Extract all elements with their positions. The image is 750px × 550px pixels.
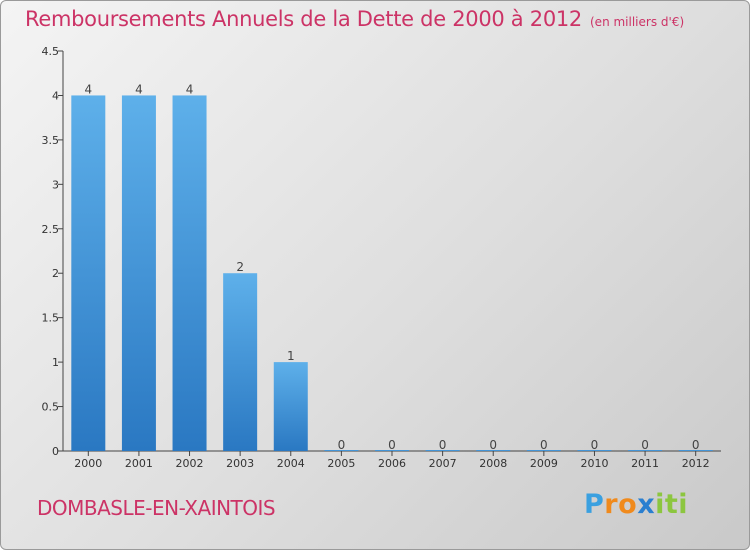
logo-letter: t [664, 489, 679, 520]
y-tick-label: 2.5 [42, 223, 60, 236]
y-tick-label: 4 [52, 89, 59, 102]
bar [121, 95, 156, 451]
y-tick-label: 1 [52, 356, 59, 369]
x-tick-label: 2008 [479, 457, 507, 470]
bar [71, 95, 106, 451]
bar-value-label: 0 [489, 438, 497, 452]
bar-value-label: 2 [236, 260, 244, 274]
y-tick-label: 3 [52, 178, 59, 191]
logo-letter: r [604, 489, 619, 520]
x-tick-label: 2006 [378, 457, 406, 470]
y-tick-label: 0 [52, 445, 59, 458]
x-tick-label: 2010 [580, 457, 608, 470]
bar-value-label: 4 [186, 82, 194, 96]
proxiti-logo: Proxiti [584, 489, 688, 520]
logo-letter: P [584, 489, 605, 520]
bar-value-label: 0 [591, 438, 599, 452]
y-tick-label: 4.5 [42, 45, 60, 58]
bar-value-label: 4 [84, 82, 92, 96]
bar [273, 362, 308, 451]
bars [71, 95, 713, 451]
chart-title: Remboursements Annuels de la Dette de 20… [25, 7, 684, 31]
x-tick-label: 2002 [176, 457, 204, 470]
y-tick-label: 0.5 [42, 401, 60, 414]
logo-letter: o [618, 489, 638, 520]
commune-name: DOMBASLE-EN-XAINTOIS [37, 496, 276, 520]
bar-value-label: 0 [692, 438, 700, 452]
bar [425, 450, 460, 451]
bar [324, 450, 359, 451]
bar [375, 450, 409, 451]
x-tick-label: 2001 [125, 457, 153, 470]
unit-note: (en milliers d'€) [590, 15, 685, 29]
bar [628, 450, 663, 451]
x-tick-label: 2004 [277, 457, 305, 470]
bar [526, 450, 561, 451]
x-tick-label: 2009 [530, 457, 558, 470]
y-tick-label: 3.5 [42, 134, 60, 147]
bar-value-label: 1 [287, 349, 295, 363]
bar [577, 450, 612, 451]
bar-value-label: 4 [135, 82, 143, 96]
y-tick-label: 1.5 [42, 312, 60, 325]
bar [223, 273, 258, 451]
bar-value-label: 0 [439, 438, 447, 452]
y-tick-label: 2 [52, 267, 59, 280]
logo-letter: i [655, 489, 665, 520]
bar-value-label: 0 [338, 438, 346, 452]
bar-value-label: 0 [641, 438, 649, 452]
x-tick-label: 2007 [429, 457, 457, 470]
bar [476, 450, 511, 451]
x-tick-label: 2012 [682, 457, 710, 470]
logo-letter: x [637, 489, 656, 520]
title-text: Remboursements Annuels de la Dette de 20… [25, 7, 582, 31]
logo-letter: i [678, 489, 689, 520]
bar-value-label: 0 [388, 438, 396, 452]
bar-value-label: 0 [540, 438, 548, 452]
bar [172, 95, 207, 451]
x-tick-label: 2011 [631, 457, 659, 470]
x-tick-label: 2000 [74, 457, 102, 470]
labels: 4 4 4 2 1 0 0 0 0 0 0 0 0 [84, 82, 699, 452]
x-tick-label: 2003 [226, 457, 254, 470]
bar [678, 450, 713, 451]
x-tick-label: 2005 [327, 457, 355, 470]
